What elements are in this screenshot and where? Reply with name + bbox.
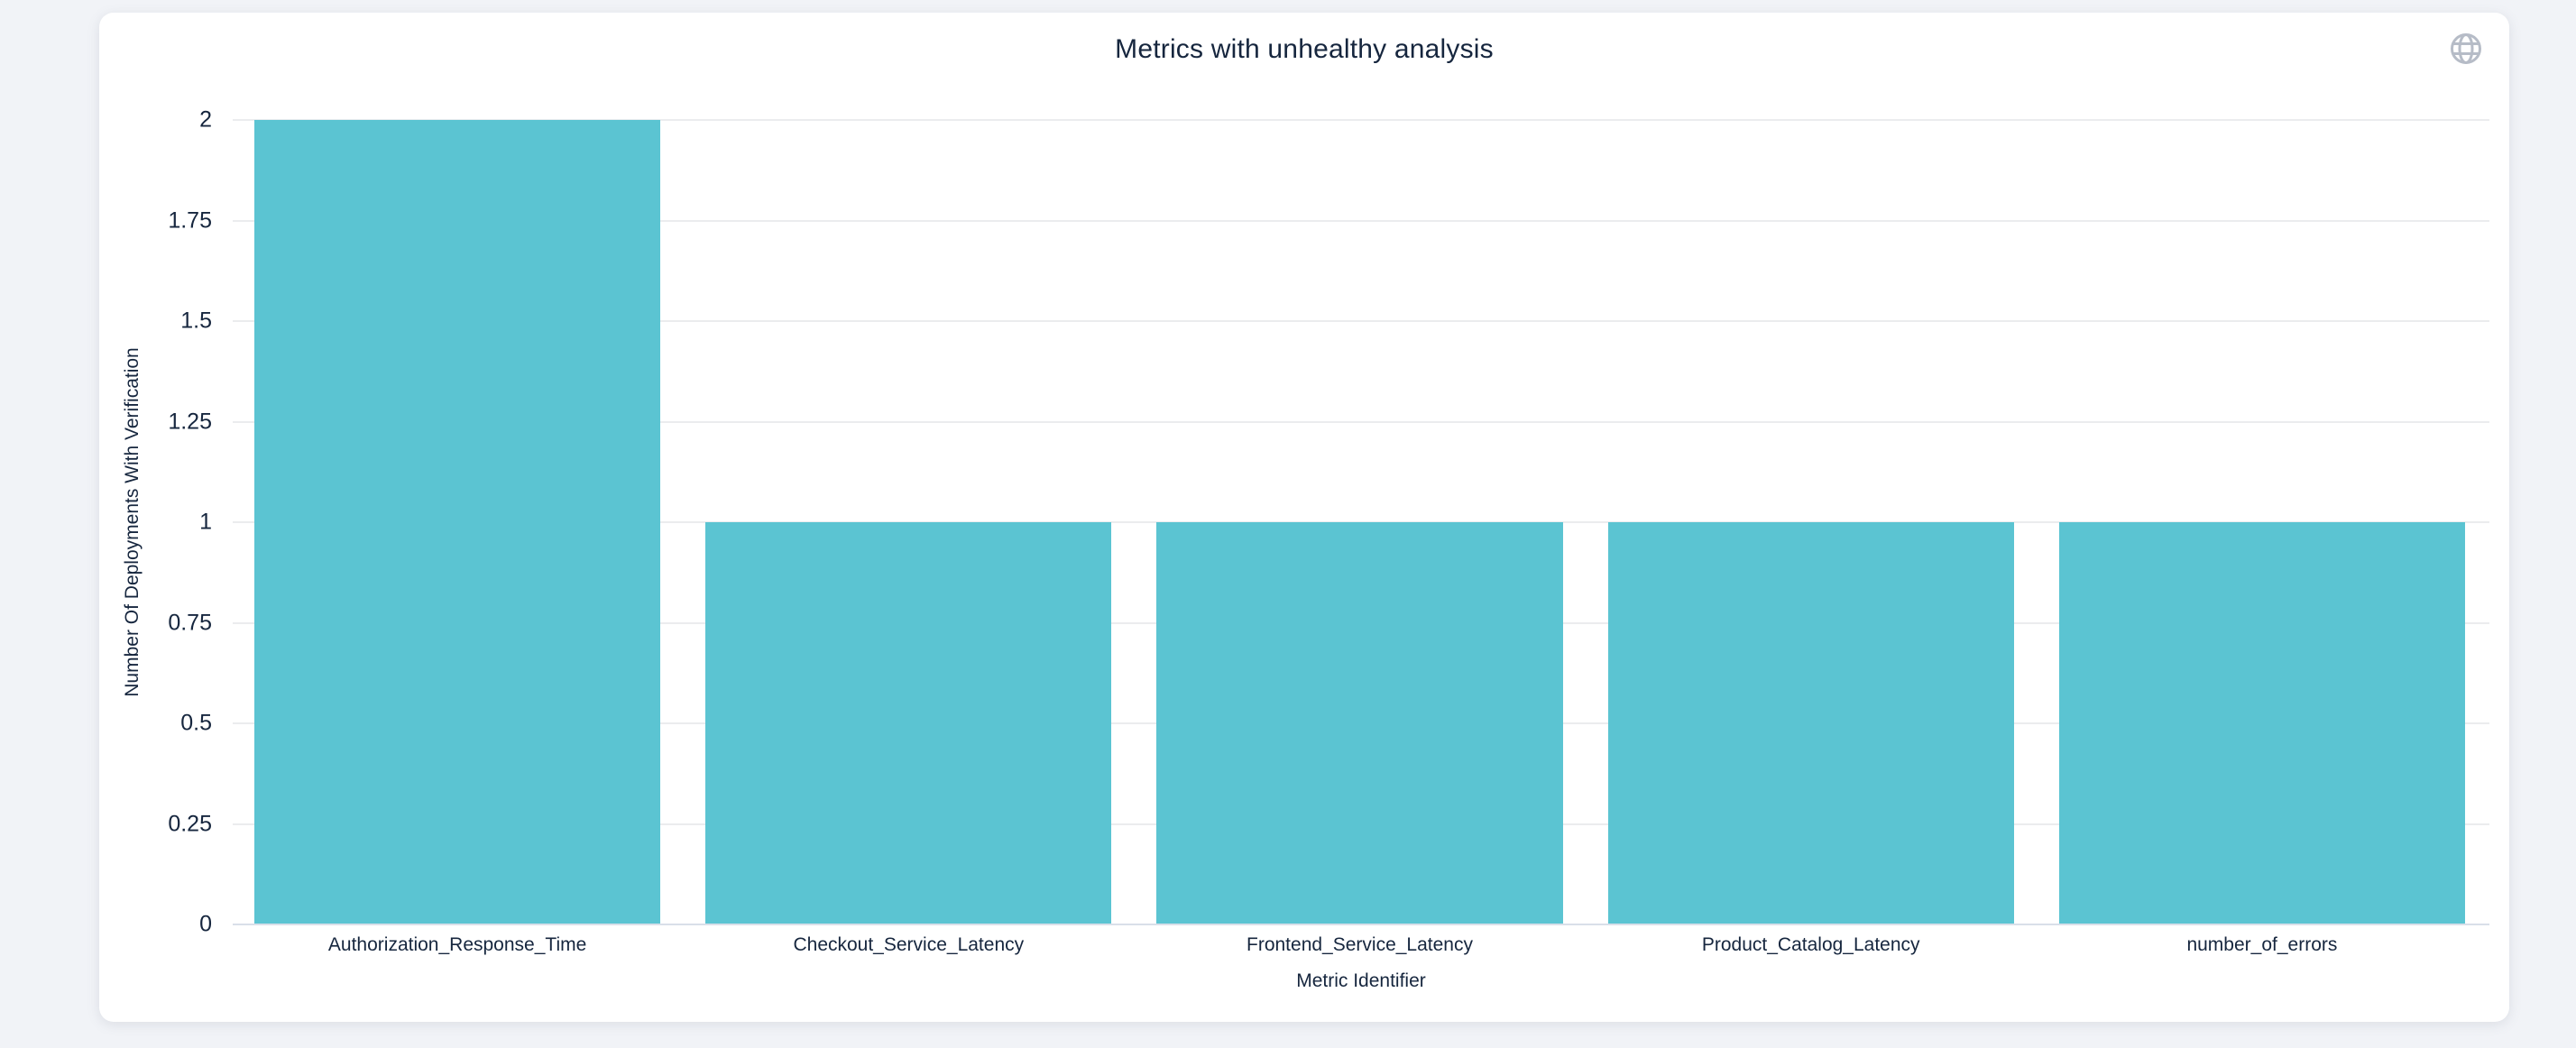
bar-Frontend_Service_Latency[interactable] (1156, 522, 1563, 924)
bar-Authorization_Response_Time[interactable] (254, 120, 661, 924)
y-tick-label: 2 (199, 106, 212, 133)
x-tick-label: Checkout_Service_Latency (793, 934, 1025, 955)
chart-title: Metrics with unhealthy analysis (1115, 34, 1494, 64)
bar-number_of_errors[interactable] (2058, 522, 2466, 924)
chart-card: Metrics with unhealthy analysis Number O… (99, 13, 2509, 1022)
plot-area (233, 119, 2489, 925)
x-tick-label: Product_Catalog_Latency (1701, 934, 1920, 955)
y-axis-tick-labels: 0 0.25 0.5 0.75 1 1.25 1.5 1.75 2 (99, 107, 221, 937)
globe-icon (2448, 33, 2484, 69)
bar-Product_Catalog_Latency[interactable] (1607, 522, 2014, 924)
gridline (233, 219, 2489, 222)
x-axis-baseline (233, 924, 2489, 925)
y-tick-label: 0.5 (180, 710, 212, 736)
x-tick-label: number_of_errors (2186, 934, 2338, 955)
y-tick-label: 1.75 (168, 207, 212, 233)
gridline (233, 119, 2489, 121)
x-axis-title: Metric Identifier (1296, 970, 1426, 991)
globe-button[interactable] (2448, 31, 2484, 67)
x-axis-tick-labels: Authorization_Response_Time Checkout_Serv… (254, 934, 2465, 956)
y-tick-label: 1.25 (168, 409, 212, 434)
y-tick-label: 1 (199, 509, 212, 535)
bar-series (254, 120, 2466, 924)
x-tick-label: Authorization_Response_Time (327, 934, 587, 955)
y-tick-label: 0.25 (168, 811, 212, 836)
y-tick-label: 1.5 (180, 308, 212, 334)
x-tick-label: Frontend_Service_Latency (1247, 934, 1473, 955)
gridline (233, 420, 2489, 423)
y-tick-label: 0 (199, 911, 212, 937)
y-tick-label: 0.75 (168, 610, 212, 635)
gridline (233, 320, 2489, 322)
bar-Checkout_Service_Latency[interactable] (705, 522, 1112, 924)
